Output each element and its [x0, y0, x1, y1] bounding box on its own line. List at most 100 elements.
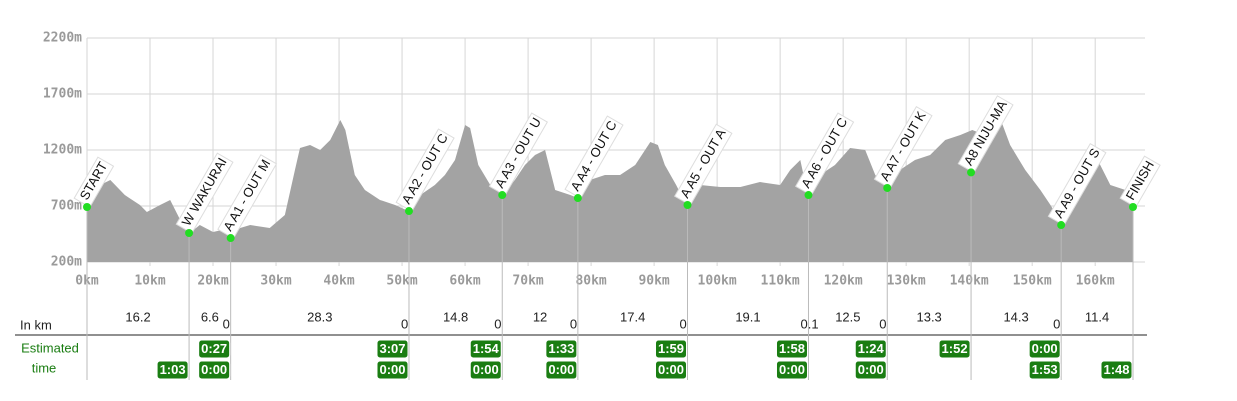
time-text: 0:00 [779, 362, 805, 377]
time-badge: 0:00 [376, 360, 409, 380]
time-box [1028, 360, 1061, 380]
station-label-bg [873, 105, 933, 189]
time-badge: 0:00 [198, 360, 231, 380]
station-marker [498, 191, 507, 200]
station-label-bg [1119, 155, 1161, 208]
x-tick-label: 30km [260, 274, 291, 289]
time-row-label: Estimated [21, 340, 79, 355]
time-text: 0:00 [201, 362, 227, 377]
time-text: 1:03 [160, 362, 186, 377]
time-box [775, 339, 808, 359]
station-label-bg [488, 112, 548, 196]
time-text: 0:00 [379, 362, 405, 377]
segment-distance: 12.5 [835, 309, 860, 324]
time-box [938, 339, 971, 359]
time-box [198, 360, 231, 380]
station-label-bg [1047, 143, 1107, 226]
time-badge: 3:07 [376, 339, 409, 359]
station-marker [573, 194, 582, 203]
time-badge: 1:03 [156, 360, 189, 380]
time-text: 1:59 [658, 341, 684, 356]
time-text: 1:33 [548, 341, 574, 356]
aid-distance: 0 [223, 316, 230, 331]
x-tick-label: 50km [386, 274, 417, 289]
time-badge: 1:54 [469, 339, 502, 359]
x-tick-label: 80km [575, 274, 606, 289]
y-tick-label: 1700m [43, 87, 82, 102]
y-tick-label: 1200m [43, 143, 82, 158]
time-text: 0:00 [658, 362, 684, 377]
time-text: 0:27 [201, 341, 227, 356]
aid-distance: 0 [401, 316, 408, 331]
time-box [469, 339, 502, 359]
time-text: 1:52 [942, 341, 968, 356]
time-box [198, 339, 231, 359]
station-label-bg [73, 156, 115, 208]
x-tick-label: 110km [761, 274, 800, 289]
aid-distance: 0.1 [800, 316, 818, 331]
station-marker [404, 207, 413, 216]
y-tick-label: 2200m [43, 31, 82, 46]
station-label-bg [795, 112, 855, 196]
time-text: 1:53 [1032, 362, 1058, 377]
aid-distance: 0 [494, 316, 501, 331]
time-badge: 0:00 [655, 360, 688, 380]
x-tick-label: 10km [134, 274, 165, 289]
time-badge: 1:33 [545, 339, 578, 359]
time-box [1028, 339, 1061, 359]
time-box [1100, 360, 1133, 380]
station-label-bg [957, 95, 1014, 174]
time-text: 1:48 [1103, 362, 1129, 377]
station-label-bg [564, 115, 624, 199]
x-tick-label: 70km [512, 274, 543, 289]
x-tick-label: 140km [950, 274, 989, 289]
time-text: 1:54 [473, 341, 500, 356]
time-text: 1:24 [858, 341, 885, 356]
time-text: 3:07 [379, 341, 405, 356]
y-tick-label: 200m [51, 255, 82, 270]
station-marker [185, 228, 194, 237]
time-box [545, 339, 578, 359]
segment-distance: 19.1 [735, 309, 760, 324]
time-box [376, 339, 409, 359]
segment-distance: 16.2 [125, 309, 150, 324]
time-badge: 1:58 [775, 339, 808, 359]
x-tick-label: 150km [1013, 274, 1052, 289]
time-badge: 0:27 [198, 339, 231, 359]
station-label-bg [217, 154, 278, 239]
time-box [545, 360, 578, 380]
x-tick-label: 120km [824, 274, 863, 289]
time-box [655, 360, 688, 380]
time-box [854, 339, 887, 359]
aid-distance: 0 [1053, 316, 1060, 331]
time-badge: 0:00 [469, 360, 502, 380]
segment-distance: 17.4 [620, 309, 645, 324]
time-badge: 0:00 [775, 360, 808, 380]
time-text: 0:00 [1032, 341, 1058, 356]
station-marker [83, 203, 91, 212]
x-tick-label: 60km [449, 274, 480, 289]
station-marker [683, 200, 692, 209]
time-text: 0:00 [858, 362, 884, 377]
time-box [376, 360, 409, 380]
station-marker [226, 234, 235, 243]
segment-distance: 14.3 [1003, 309, 1028, 324]
time-badge: 1:52 [938, 339, 971, 359]
time-badge: 1:59 [655, 339, 688, 359]
x-tick-label: 130km [887, 274, 926, 289]
elevation-area [87, 117, 1133, 262]
time-badge: 0:00 [854, 360, 887, 380]
time-text: 0:00 [548, 362, 574, 377]
segment-distance: 28.3 [307, 309, 332, 324]
station-label: FINISH [1119, 155, 1161, 208]
station-marker [1129, 203, 1137, 212]
time-badge: 0:00 [545, 360, 578, 380]
time-box [655, 339, 688, 359]
aid-distance: 0 [570, 316, 577, 331]
segment-distance: 14.8 [443, 309, 468, 324]
time-box [156, 360, 189, 380]
time-box [854, 360, 887, 380]
station-marker [967, 168, 976, 177]
time-box [469, 360, 502, 380]
